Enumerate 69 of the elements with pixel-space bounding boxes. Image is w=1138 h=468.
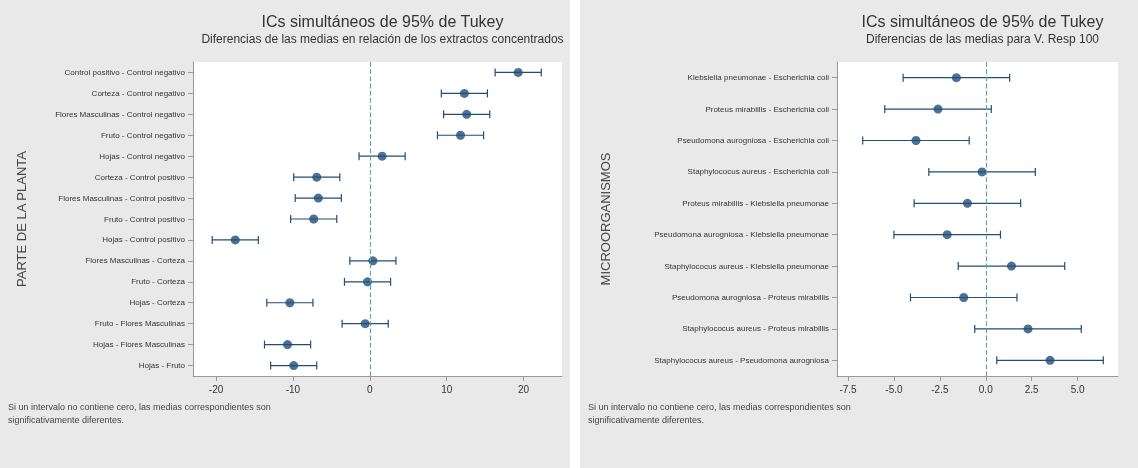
y-tick-label: Klebsiella pneumonae - Escherichia coli [687,73,830,83]
x-tick-label: 5.0 [1070,383,1085,395]
point [363,277,373,287]
point [368,256,378,266]
x-tick-label: 0.0 [978,383,994,395]
y-tick-label: Hojas - Flores Masculinas [92,340,185,350]
y-tick-label: Proteus mirabillis - Klebsiella pneumonae [682,198,830,208]
point [942,230,952,240]
y-tick-label: Hojas - Control negativo [99,151,186,161]
point [1006,261,1016,271]
y-tick-label: Pseudomona aurogniosa - Klebsiella pneumonae [654,230,830,240]
y-tick-label: Pseudomona aurogniosa - Proteus mirabillis [672,293,829,302]
chart-title: ICs simultáneos de 95% de Tukey [261,12,504,30]
y-axis-title: PARTE DE LA PLANTA [14,150,29,287]
y-tick-label: Staphylococus aureus - Proteus mirabillis [682,324,829,334]
y-tick-label: Staphylococus aureus - Pseudomona aurogniosa [654,355,830,365]
y-tick-label: Fruto - Flores Masculinas [94,319,185,329]
y-tick-label: Hojas - Control positivo [102,235,186,245]
x-tick-label: -20 [208,383,224,395]
x-tick-label: 10 [441,383,453,395]
point [360,319,370,329]
y-tick-label: Hojas - Corteza [129,298,186,308]
y-tick-label: Flores Masculinas - Control positivo [58,193,186,203]
x-tick-label: 0 [367,383,374,395]
point [377,151,387,161]
point [911,136,921,145]
point [959,293,969,302]
point [309,214,319,224]
point [962,198,972,208]
y-tick-label: Flores Masculinas - Control negativo [55,109,186,119]
point [933,104,943,114]
y-axis-title: MICROORGANISMOS [598,152,613,286]
x-tick-label: 2.5 [1024,383,1040,395]
x-tick-label: -2.5 [931,383,949,395]
y-tick-label: Staphylococus aureus - Escherichia coli [687,167,830,177]
point [977,167,987,177]
y-tick-label: Staphylococus aureus - Klebsiella pneumonae [664,261,830,271]
y-tick-label: Pseudomona aurogniosa - Escherichia coli [677,136,830,145]
point [283,340,293,350]
point [1023,324,1033,334]
chart-subtitle: Diferencias de las medias en relación de los extractos concentrados [201,32,564,46]
y-tick-label: Proteus mirabillis - Escherichia coli [705,104,830,114]
text: Si un intervalo no contiene cero, las medias correspondientes son significativamente diferentes. [8,401,274,425]
y-tick-label: Fruto - Control positivo [104,214,186,224]
point [951,73,961,83]
chart-subtitle: Diferencias de las medias para V. Resp 100 [865,32,1100,46]
chart-title: ICs simultáneos de 95% de Tukey [861,12,1104,30]
point [1045,355,1055,365]
point [459,88,469,98]
point [312,172,322,182]
point [462,109,472,119]
y-tick-label: Corteza - Control positivo [94,172,186,182]
y-tick-label: Control positivo - Control negativo [64,67,186,77]
y-tick-label: Corteza - Control negativo [91,88,186,98]
y-tick-label: Flores Masculinas - Corteza [85,256,186,266]
x-tick-label: -7.5 [839,383,858,395]
y-tick-label: Fruto - Control negativo [100,130,186,140]
y-tick-label: Fruto - Corteza [131,277,186,287]
x-tick-label: -10 [285,383,301,395]
point [230,235,240,245]
y-tick-label: Hojas - Fruto [138,361,186,371]
x-tick-label: -5.0 [885,383,903,395]
point [289,361,299,371]
point [313,193,323,203]
point [513,67,523,77]
x-tick-label: 20 [518,383,530,395]
point [456,130,466,140]
point [285,298,295,308]
text: Si un intervalo no contiene cero, las medias correspondientes son significativamente diferentes. [588,401,854,425]
